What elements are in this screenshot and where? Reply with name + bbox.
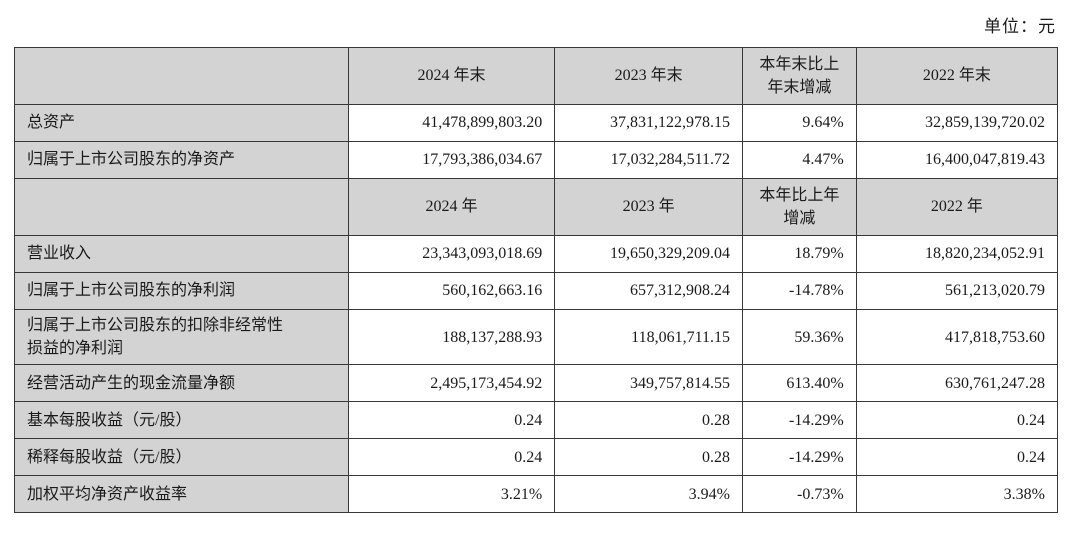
header-cell: 本年比上年 增减 (741, 178, 857, 236)
row-label-cell: 加权平均净资产收益率 (14, 475, 349, 514)
unit-label: 单位：元 (984, 17, 1056, 36)
header-cell: 2024 年 (347, 178, 556, 236)
key-financials-table: 2024 年末 2023 年末 本年末比上 年末增减 2022 年末 总资产 41,478… (14, 47, 1059, 514)
value-cell: 349,757,814.55 (554, 364, 743, 403)
row-label-cell: 基本每股收益（元/股） (14, 401, 349, 440)
row-label-cell: 归属于上市公司股东的扣除非经常性 损益的净利润 (14, 308, 349, 366)
value-cell: -0.73% (741, 475, 857, 514)
value-cell: 18.79% (741, 235, 857, 273)
value-cell: 560,162,663.16 (347, 272, 556, 310)
value-cell: 9.64% (741, 104, 857, 142)
value-cell: 16,400,047,819.43 (855, 141, 1059, 179)
value-cell: 2,495,173,454.92 (347, 364, 556, 403)
header-cell: 2023 年末 (554, 47, 743, 105)
table-row: 稀释每股收益（元/股） 0.24 0.28 -14.29% 0.24 (14, 438, 1059, 477)
value-cell: 59.36% (741, 308, 857, 366)
value-cell: 19,650,329,209.04 (554, 235, 743, 273)
table-row: 营业收入 23,343,093,018.69 19,650,329,209.04 18… (14, 235, 1059, 273)
value-cell: 657,312,908.24 (554, 272, 743, 310)
table-row: 归属于上市公司股东的净资产 17,793,386,034.67 17,032,284… (14, 141, 1059, 179)
value-cell: 561,213,020.79 (855, 272, 1059, 310)
value-cell: 3.21% (347, 475, 556, 514)
header-empty-cell (14, 178, 349, 236)
table-header-row: 2024 年 2023 年本年比上年 增减 2022 年 (14, 178, 1059, 236)
value-cell: 37,831,122,978.15 (554, 104, 743, 142)
table-header-row: 2024 年末 2023 年末 本年末比上 年末增减 2022 年末 (14, 47, 1059, 105)
row-label-cell: 总资产 (14, 104, 349, 142)
value-cell: 0.28 (554, 438, 743, 477)
value-cell: 0.28 (554, 401, 743, 440)
table-row: 经营活动产生的现金流量净额 2,495,173,454.92 349,757,814… (14, 364, 1059, 403)
value-cell: 417,818,753.60 (855, 308, 1059, 366)
value-cell: 630,761,247.28 (855, 364, 1059, 403)
value-cell: 17,793,386,034.67 (347, 141, 556, 179)
header-cell: 本年末比上 年末增减 (741, 47, 857, 105)
table-row: 归属于上市公司股东的净利润 560,162,663.16 657,312,908.2… (14, 272, 1059, 310)
value-cell: 188,137,288.93 (347, 308, 556, 366)
value-cell: 3.94% (554, 475, 743, 514)
value-cell: 23,343,093,018.69 (347, 235, 556, 273)
table-row: 总资产 41,478,899,803.20 37,831,122,978.15 9.6… (14, 104, 1059, 142)
header-cell: 2023 年 (554, 178, 743, 236)
value-cell: -14.29% (741, 401, 857, 440)
row-label-cell: 营业收入 (14, 235, 349, 273)
row-label-cell: 归属于上市公司股东的净利润 (14, 272, 349, 310)
header-cell: 2022 年末 (855, 47, 1059, 105)
value-cell: 3.38% (855, 475, 1059, 514)
table-row: 归属于上市公司股东的扣除非经常性 损益的净利润 188,137,288.93 118… (14, 308, 1059, 366)
value-cell: -14.29% (741, 438, 857, 477)
value-cell: 32,859,139,720.02 (855, 104, 1059, 142)
value-cell: 0.24 (855, 401, 1059, 440)
value-cell: 0.24 (347, 438, 556, 477)
header-empty-cell (14, 47, 349, 105)
header-cell: 2024 年末 (347, 47, 556, 105)
value-cell: 613.40% (741, 364, 857, 403)
row-label-cell: 归属于上市公司股东的净资产 (14, 141, 349, 179)
row-label-cell: 稀释每股收益（元/股） (14, 438, 349, 477)
value-cell: 118,061,711.15 (554, 308, 743, 366)
value-cell: 0.24 (855, 438, 1059, 477)
value-cell: 0.24 (347, 401, 556, 440)
row-label-cell: 经营活动产生的现金流量净额 (14, 364, 349, 403)
table-row: 加权平均净资产收益率 3.21% 3.94% -0.73% 3.38% (14, 475, 1059, 514)
value-cell: 17,032,284,511.72 (554, 141, 743, 179)
header-cell: 2022 年 (855, 178, 1059, 236)
value-cell: -14.78% (741, 272, 857, 310)
value-cell: 18,820,234,052.91 (855, 235, 1059, 273)
value-cell: 41,478,899,803.20 (347, 104, 556, 142)
value-cell: 4.47% (741, 141, 857, 179)
financial-table-body: 2024 年末 2023 年末 本年末比上 年末增减 2022 年末 总资产 41,478… (14, 47, 1059, 514)
table-row: 基本每股收益（元/股） 0.24 0.28 -14.29% 0.24 (14, 401, 1059, 440)
